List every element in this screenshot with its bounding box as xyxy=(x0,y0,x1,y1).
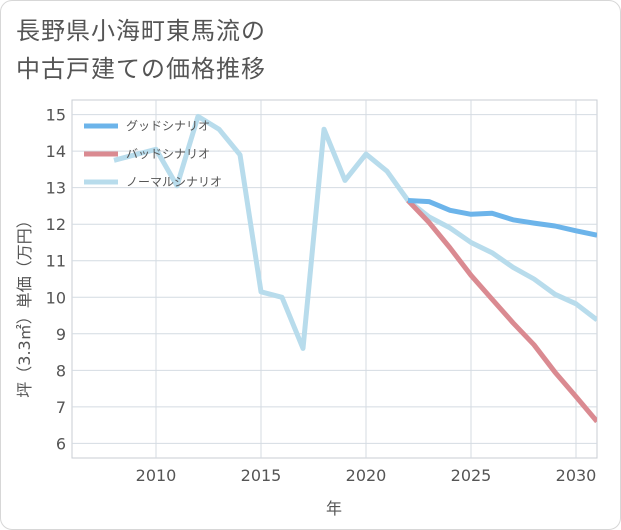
legend-label-normal: ノーマルシナリオ xyxy=(126,175,222,189)
y-tick-label-13: 13 xyxy=(46,179,66,198)
legend-label-bad: バッドシナリオ xyxy=(126,147,210,161)
x-tick-label-2025: 2025 xyxy=(451,466,492,485)
y-tick-label-7: 7 xyxy=(56,398,66,417)
x-tick-label-2030: 2030 xyxy=(556,466,597,485)
title-line-2: 中古戸建ての価格推移 xyxy=(16,55,266,83)
x-tick-label-2010: 2010 xyxy=(136,466,177,485)
y-tick-label-8: 8 xyxy=(56,361,66,380)
y-tick-label-11: 11 xyxy=(46,252,66,271)
legend-label-good: グッドシナリオ xyxy=(126,119,210,133)
series-line-good xyxy=(407,198,597,238)
y-tick-label-9: 9 xyxy=(56,325,66,344)
y-tick-label-6: 6 xyxy=(56,434,66,453)
y-axis-label: 坪（3.3㎡）単価（万円） xyxy=(15,212,34,397)
grid-lines xyxy=(72,100,597,458)
series-layer xyxy=(113,113,597,424)
chart-title: 長野県小海町東馬流の 中古戸建ての価格推移 xyxy=(16,12,576,88)
y-tick-label-15: 15 xyxy=(46,106,66,125)
x-tick-label-2015: 2015 xyxy=(241,466,282,485)
tick-labels: 2010 2015 2020 2025 2030 6 7 8 9 10 11 12 13 14 15 xyxy=(46,106,597,485)
series-line-normal xyxy=(113,113,597,351)
y-tick-label-12: 12 xyxy=(46,215,66,234)
title-line-1: 長野県小海町東馬流の xyxy=(16,17,266,45)
x-tick-label-2020: 2020 xyxy=(346,466,387,485)
x-axis-label: 年 xyxy=(326,499,342,518)
y-tick-label-14: 14 xyxy=(46,142,66,161)
series-line-bad xyxy=(406,198,597,424)
y-tick-label-10: 10 xyxy=(46,288,66,307)
